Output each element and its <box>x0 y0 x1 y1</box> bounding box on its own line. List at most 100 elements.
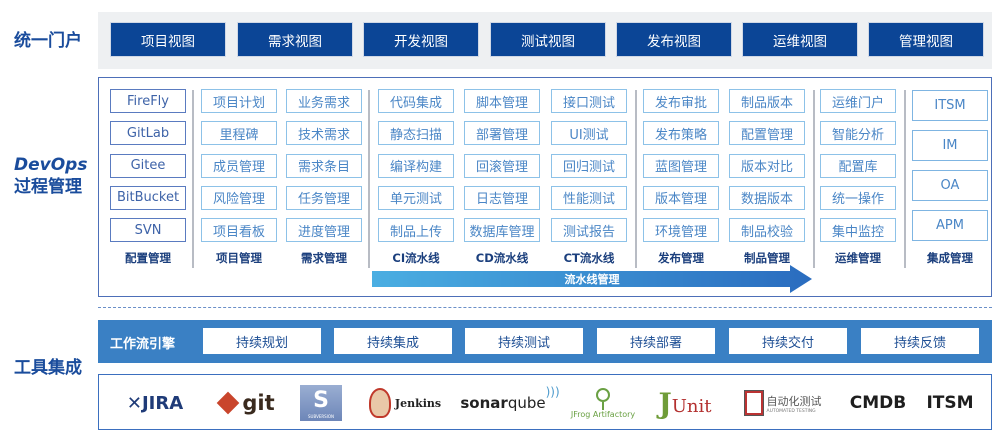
module-item[interactable]: 测试报告 <box>551 218 627 243</box>
module-item[interactable]: 回归测试 <box>551 153 627 178</box>
portal-view-button[interactable]: 项目视图 <box>110 22 226 57</box>
divider <box>904 90 906 268</box>
automated-testing-icon <box>743 390 764 416</box>
module-item[interactable]: 回滚管理 <box>464 153 540 178</box>
tools-panel <box>98 374 992 430</box>
module-item[interactable]: 技术需求 <box>286 121 362 146</box>
automated-testing-logo: 自动化测试 AUTOMATED TESTING <box>738 385 828 421</box>
module-item[interactable]: 需求条目 <box>286 153 362 178</box>
integration-item[interactable]: APM <box>912 210 988 241</box>
module-item[interactable]: 代码集成 <box>378 89 454 113</box>
module-item[interactable]: 进度管理 <box>286 218 362 243</box>
module-item[interactable]: 智能分析 <box>820 121 896 146</box>
column-label: 发布管理 <box>658 251 704 265</box>
integration-item[interactable]: IM <box>912 130 988 161</box>
column-label: 制品管理 <box>744 251 790 265</box>
module-item[interactable]: 制品上传 <box>378 218 454 243</box>
jira-icon: ✕ <box>126 392 142 414</box>
module-item[interactable]: 成员管理 <box>201 153 277 178</box>
portal-view-button[interactable]: 运维视图 <box>742 22 858 57</box>
module-item[interactable]: SVN <box>110 218 186 243</box>
integration-item[interactable]: ITSM <box>912 90 988 121</box>
module-item[interactable]: 单元测试 <box>378 185 454 210</box>
module-item[interactable]: 发布审批 <box>643 89 719 113</box>
jfrog-icon <box>596 387 610 402</box>
column-label: CI流水线 <box>392 251 440 265</box>
module-item[interactable]: 配置库 <box>820 153 896 178</box>
column-label: CD流水线 <box>475 251 529 265</box>
pipeline-arrow-label: 流水线管理 <box>564 273 620 286</box>
module-item[interactable]: 部署管理 <box>464 121 540 146</box>
module-item[interactable]: 配置管理 <box>729 121 805 146</box>
section-label-devops: DevOps <box>14 155 88 175</box>
module-item[interactable]: UI测试 <box>551 121 627 146</box>
section-label-process: 过程管理 <box>14 177 82 197</box>
pipeline-arrow <box>372 265 812 293</box>
jenkins-logo: Jenkins <box>365 385 445 421</box>
workflow-stage[interactable]: 持续反馈 <box>861 328 979 354</box>
module-item[interactable]: 统一操作 <box>820 185 896 210</box>
workflow-stage[interactable]: 持续交付 <box>729 328 847 354</box>
module-item[interactable]: 发布策略 <box>643 121 719 146</box>
subversion-logo: S SUBVERSION <box>300 385 342 421</box>
integration-item[interactable]: OA <box>912 170 988 201</box>
module-item[interactable]: 性能测试 <box>551 185 627 210</box>
workflow-label: 工作流引擎 <box>110 337 176 352</box>
column-label: 集成管理 <box>927 251 973 265</box>
divider <box>635 90 637 268</box>
module-item[interactable]: 项目看板 <box>201 218 277 243</box>
jira-logo: ✕ JIRA <box>126 392 184 414</box>
divider <box>813 90 815 268</box>
column-label: 项目管理 <box>216 251 262 265</box>
module-item[interactable]: GitLab <box>110 121 186 146</box>
module-item[interactable]: FireFly <box>110 89 186 113</box>
module-item[interactable]: 版本管理 <box>643 185 719 210</box>
module-item[interactable]: 风险管理 <box>201 185 277 210</box>
portal-view-button[interactable]: 发布视图 <box>616 22 732 57</box>
module-item[interactable]: 静态扫描 <box>378 121 454 146</box>
cmdb-logo: CMDB <box>849 393 907 413</box>
module-item[interactable]: 脚本管理 <box>464 89 540 113</box>
module-item[interactable]: BitBucket <box>110 185 186 210</box>
module-item[interactable]: 里程碑 <box>201 121 277 146</box>
sonarqube-logo: sonar qube))) <box>460 385 560 412</box>
module-item[interactable]: 集中监控 <box>820 218 896 243</box>
section-label-tools: 工具集成 <box>14 358 82 378</box>
portal-view-button[interactable]: 管理视图 <box>868 22 984 57</box>
module-item[interactable]: Gitee <box>110 153 186 178</box>
module-item[interactable]: 环境管理 <box>643 218 719 243</box>
module-item[interactable]: 数据库管理 <box>464 218 540 243</box>
workflow-stage[interactable]: 持续测试 <box>465 328 583 354</box>
devops-panel <box>98 77 992 297</box>
module-item[interactable]: 蓝图管理 <box>643 153 719 178</box>
module-item[interactable]: 任务管理 <box>286 185 362 210</box>
module-item[interactable]: 数据版本 <box>729 185 805 210</box>
module-item[interactable]: 版本对比 <box>729 153 805 178</box>
jfrog-logo: JFrog Artifactory <box>571 385 635 421</box>
module-item[interactable]: 制品版本 <box>729 89 805 113</box>
column-label: 配置管理 <box>125 251 171 265</box>
column-label: 运维管理 <box>835 251 881 265</box>
portal-view-button[interactable]: 需求视图 <box>237 22 353 57</box>
module-item[interactable]: 编译构建 <box>378 153 454 178</box>
section-label-portal: 统一门户 <box>14 31 82 51</box>
workflow-stage[interactable]: 持续部署 <box>597 328 715 354</box>
git-logo: git <box>215 385 280 421</box>
module-item[interactable]: 接口测试 <box>551 89 627 113</box>
junit-logo: J Unit <box>658 386 712 420</box>
divider <box>192 90 194 268</box>
module-item[interactable]: 项目计划 <box>201 89 277 113</box>
workflow-stage[interactable]: 持续规划 <box>203 328 321 354</box>
module-item[interactable]: 运维门户 <box>820 89 896 113</box>
portal-view-button[interactable]: 开发视图 <box>363 22 479 57</box>
workflow-stage[interactable]: 持续集成 <box>334 328 452 354</box>
portal-view-button[interactable]: 测试视图 <box>490 22 606 57</box>
module-item[interactable]: 业务需求 <box>286 89 362 113</box>
module-item[interactable]: 日志管理 <box>464 185 540 210</box>
divider <box>368 90 370 268</box>
itsm-logo: ITSM <box>926 393 974 413</box>
jenkins-icon <box>368 388 391 418</box>
module-item[interactable]: 制品校验 <box>729 218 805 243</box>
dashed-separator <box>98 307 992 308</box>
column-label: 需求管理 <box>301 251 347 265</box>
